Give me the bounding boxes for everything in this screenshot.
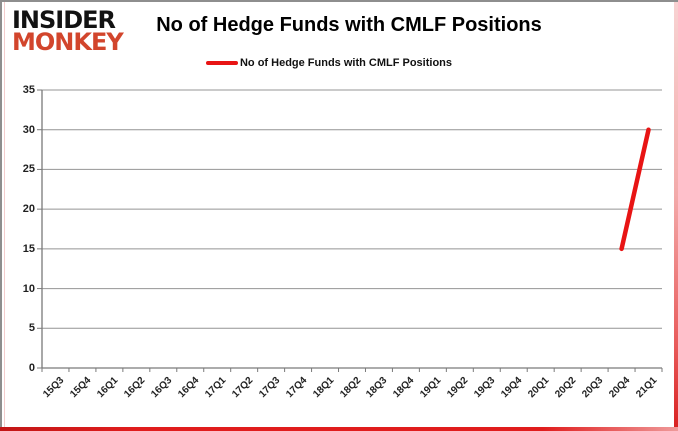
y-axis-tick-label: 15 — [22, 242, 35, 255]
y-axis-tick-label: 35 — [22, 84, 35, 96]
insider-monkey-logo: INSIDER MONKEY — [12, 6, 124, 57]
window-border-right — [674, 2, 678, 431]
line-chart-svg — [37, 89, 663, 372]
plot-area — [37, 89, 663, 372]
y-axis-tick-label: 30 — [22, 123, 35, 136]
window-border-bottom — [0, 427, 678, 431]
y-axis-tick-label: 0 — [28, 362, 35, 374]
y-axis-tick-label: 20 — [22, 203, 35, 216]
window-border-left — [0, 0, 2, 431]
logo-word-insider: INSIDER — [12, 6, 116, 34]
chart-title: No of Hedge Funds with CMLF Positions — [156, 14, 542, 36]
logo-word-monkey: MONKEY — [12, 28, 124, 57]
y-axis-tick-label: 10 — [22, 282, 35, 295]
window-border-top — [0, 0, 678, 2]
legend-label: No of Hedge Funds with CMLF Positions — [239, 57, 453, 69]
legend-line-marker-icon — [205, 61, 238, 65]
window-border-left-inner — [4, 2, 5, 427]
y-axis-tick-label: 25 — [22, 163, 35, 176]
chart-legend: No of Hedge Funds with CMLF Positions — [0, 57, 658, 69]
y-axis-tick-label: 5 — [28, 322, 35, 335]
data-series-line — [619, 127, 651, 252]
